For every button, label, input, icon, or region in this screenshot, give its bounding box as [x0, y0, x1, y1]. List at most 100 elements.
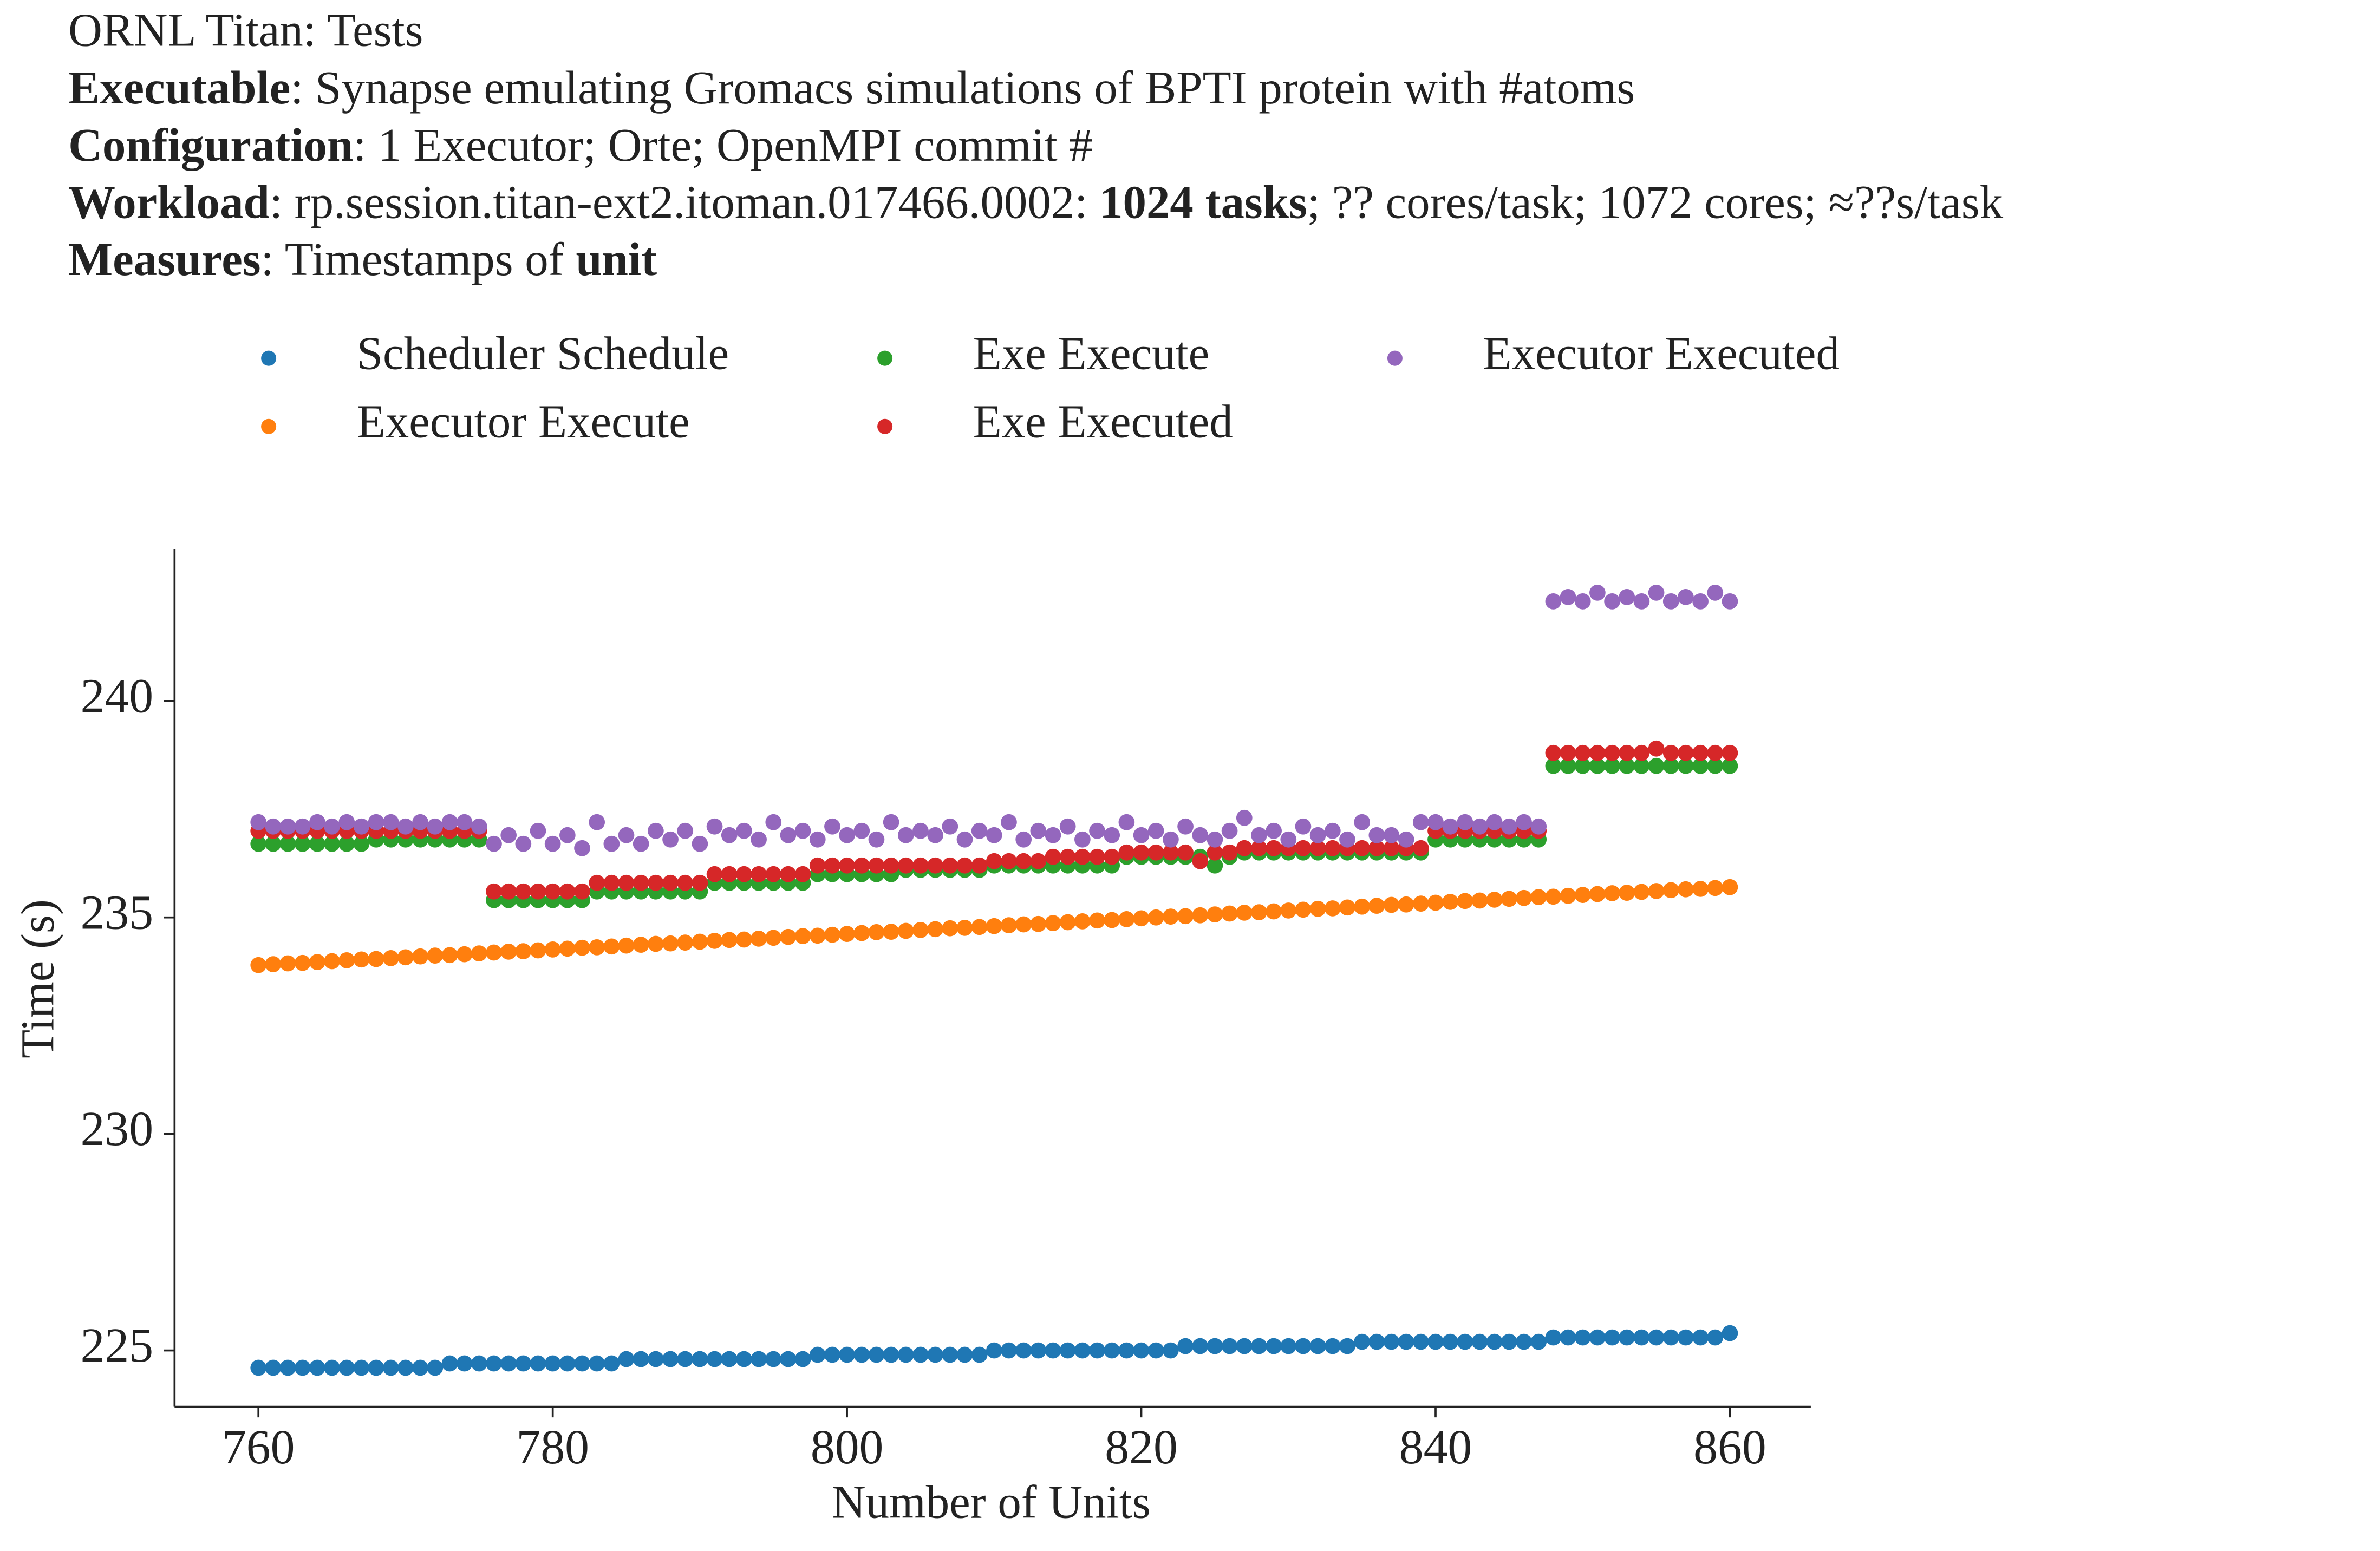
point: [824, 1346, 840, 1363]
point: [1722, 757, 1738, 774]
point: [706, 933, 723, 949]
point: [721, 1351, 738, 1367]
point: [648, 935, 664, 952]
point: [412, 814, 428, 830]
point: [309, 1359, 325, 1376]
point: [1383, 1333, 1400, 1350]
point: [883, 814, 899, 830]
point: [1471, 892, 1488, 909]
point: [1295, 818, 1312, 835]
point: [883, 1346, 899, 1363]
point: [677, 934, 694, 951]
point: [353, 835, 370, 852]
point: [1266, 822, 1282, 839]
point: [294, 1359, 311, 1376]
point: [368, 814, 384, 830]
point: [751, 866, 767, 882]
point: [574, 883, 590, 900]
point: [589, 1355, 605, 1372]
point: [544, 883, 561, 900]
y-tick-label: 235: [81, 886, 154, 939]
point: [1030, 822, 1047, 839]
point: [1177, 1338, 1194, 1354]
point: [1678, 744, 1694, 761]
point: [603, 835, 620, 852]
point: [633, 835, 649, 852]
point: [912, 922, 929, 938]
point: [736, 866, 752, 882]
point: [1207, 844, 1223, 861]
point: [427, 818, 444, 835]
point: [618, 827, 635, 843]
point: [765, 1351, 782, 1367]
point: [1707, 757, 1724, 774]
point: [839, 926, 855, 942]
subtitle-segment: Executable: [68, 62, 290, 114]
point: [500, 944, 517, 960]
point: [897, 827, 914, 843]
point: [692, 835, 708, 852]
point: [1457, 814, 1473, 830]
point: [1692, 881, 1709, 897]
point: [1427, 894, 1444, 911]
point: [324, 818, 340, 835]
point: [471, 818, 487, 835]
point: [1545, 757, 1562, 774]
point: [1662, 744, 1679, 761]
point: [721, 866, 738, 882]
point: [1015, 916, 1032, 933]
point: [942, 1346, 958, 1363]
point: [456, 814, 473, 830]
point: [1324, 900, 1341, 917]
point: [853, 857, 870, 874]
point: [794, 1351, 811, 1367]
point: [1074, 831, 1091, 848]
point: [927, 857, 944, 874]
point: [1059, 1342, 1076, 1359]
point: [1266, 903, 1282, 920]
point: [824, 818, 840, 835]
point: [1545, 593, 1562, 610]
point: [1648, 757, 1665, 774]
point: [1266, 840, 1282, 856]
point: [942, 818, 958, 835]
point: [706, 818, 723, 835]
point: [1309, 840, 1326, 856]
point: [441, 947, 458, 964]
point: [471, 1355, 487, 1372]
point: [1147, 844, 1164, 861]
y-tick-label: 230: [81, 1102, 154, 1156]
point: [1457, 1333, 1473, 1350]
point: [1104, 1342, 1120, 1359]
point: [1030, 1342, 1047, 1359]
point: [1251, 1338, 1267, 1354]
point: [1604, 885, 1620, 901]
point: [1648, 1329, 1665, 1346]
point: [1118, 844, 1135, 861]
point: [1368, 827, 1385, 843]
point: [897, 857, 914, 874]
point: [1722, 1325, 1738, 1341]
point: [677, 1351, 694, 1367]
point: [397, 949, 414, 966]
point: [338, 1359, 355, 1376]
point: [633, 874, 649, 891]
point: [648, 822, 664, 839]
point: [692, 874, 708, 891]
point: [986, 1342, 1002, 1359]
point: [1574, 593, 1591, 610]
point: [1074, 848, 1091, 865]
point: [1001, 814, 1017, 830]
point: [1619, 744, 1635, 761]
point: [1574, 757, 1591, 774]
point: [589, 874, 605, 891]
point: [1045, 1342, 1061, 1359]
legend-marker: [261, 350, 277, 366]
point: [1604, 757, 1620, 774]
point: [618, 874, 635, 891]
point: [1662, 882, 1679, 899]
point: [927, 921, 944, 938]
point: [1147, 1342, 1164, 1359]
